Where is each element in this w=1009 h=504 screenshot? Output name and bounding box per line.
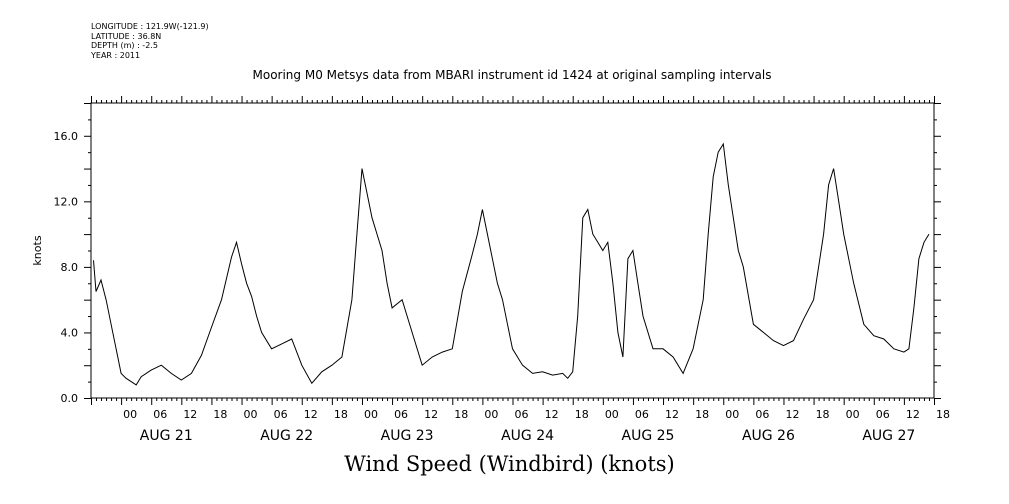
hour-tick-label: 06 — [515, 408, 529, 421]
mooring-metadata: LONGITUDE : 121.9W(-121.9) LATITUDE : 36… — [91, 22, 209, 60]
day-label: AUG 21 — [140, 428, 193, 444]
x-axis-title: Wind Speed (Windbird) (knots) — [344, 452, 675, 476]
hour-tick-label: 12 — [785, 408, 799, 421]
meta-latitude: LATITUDE : 36.8N — [91, 31, 162, 41]
hour-tick-label: 06 — [755, 408, 769, 421]
hour-tick-label: 06 — [153, 408, 167, 421]
hour-tick-label: 12 — [183, 408, 197, 421]
meta-depth: DEPTH (m) : -2.5 — [91, 41, 158, 50]
hour-tick-label: 06 — [274, 408, 288, 421]
hour-tick-label: 18 — [334, 408, 348, 421]
plot-frame — [90, 102, 935, 399]
hour-tick-label: 18 — [816, 408, 830, 421]
labels-layer: 0.0 4.0 8.0 12.0 16.0 knots 00 06 12 18 00 06 12 18 00… — [31, 130, 950, 444]
hour-tick-label: 00 — [244, 408, 258, 421]
meta-longitude: LONGITUDE : 121.9W(-121.9) — [91, 22, 209, 31]
hour-tick-label: 06 — [876, 408, 890, 421]
series-line — [93, 142, 930, 386]
day-label: AUG 24 — [501, 428, 554, 444]
hour-tick-label: 18 — [936, 408, 950, 421]
day-label: AUG 26 — [742, 428, 795, 444]
hour-tick-label: 00 — [484, 408, 498, 421]
y-tick-label: 12.0 — [54, 195, 79, 208]
day-label: AUG 27 — [862, 428, 915, 444]
day-label: AUG 25 — [622, 428, 675, 444]
ticks-layer — [84, 96, 941, 405]
hour-tick-label: 18 — [695, 408, 709, 421]
y-tick-label: 0.0 — [61, 392, 79, 405]
hour-tick-label: 18 — [213, 408, 227, 421]
axes-layer — [90, 102, 935, 399]
hour-tick-label: 18 — [454, 408, 468, 421]
hour-tick-label: 12 — [665, 408, 679, 421]
hour-tick-label: 00 — [605, 408, 619, 421]
day-label: AUG 23 — [381, 428, 434, 444]
y-axis-label: knots — [31, 235, 44, 265]
hour-tick-label: 06 — [635, 408, 649, 421]
hour-tick-label: 18 — [575, 408, 589, 421]
hour-tick-label: 00 — [725, 408, 739, 421]
hour-tick-label: 12 — [304, 408, 318, 421]
y-tick-label: 8.0 — [61, 261, 79, 274]
hour-tick-label: 06 — [394, 408, 408, 421]
hour-tick-label: 12 — [906, 408, 920, 421]
chart-title: Mooring M0 Metsys data from MBARI instru… — [252, 68, 772, 82]
series-layer — [93, 142, 930, 386]
hour-tick-label: 00 — [123, 408, 137, 421]
day-label: AUG 22 — [260, 428, 313, 444]
meta-year: YEAR : 2011 — [91, 50, 141, 60]
y-tick-label: 16.0 — [54, 130, 79, 143]
y-tick-label: 4.0 — [61, 326, 79, 339]
hour-tick-label: 12 — [424, 408, 438, 421]
hour-tick-label: 00 — [364, 408, 378, 421]
hour-tick-label: 12 — [545, 408, 559, 421]
hour-tick-label: 00 — [846, 408, 860, 421]
